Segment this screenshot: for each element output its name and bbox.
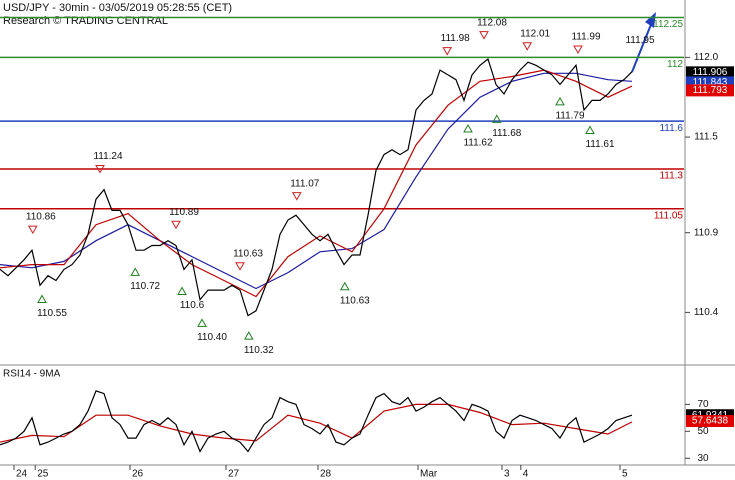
moving-average	[0, 69, 633, 298]
high-label: 112.01	[520, 28, 550, 39]
high-label: 111.24	[93, 151, 123, 162]
target-label: 111.95	[625, 35, 655, 46]
x-tick-label: 27	[228, 469, 240, 480]
x-tick-label: 4	[523, 469, 529, 480]
price-box-label: 111.843	[693, 77, 728, 88]
moving-average	[0, 72, 633, 290]
forecast-arrow	[631, 21, 653, 73]
low-label: 110.32	[244, 345, 274, 356]
rsi-box-label: 57.6438	[692, 416, 729, 427]
high-label: 110.86	[26, 212, 56, 223]
rsi-tick-label: 50	[697, 426, 709, 437]
y-tick-label: 110.9	[694, 227, 719, 238]
rsi-title: RSI14 - 9MA	[3, 369, 61, 380]
price-box-label: 111.906	[693, 67, 728, 78]
low-marker	[37, 294, 47, 303]
low-label: 110.55	[37, 308, 67, 319]
chart-subtitle: Research © TRADING CENTRAL	[3, 15, 168, 27]
high-marker	[522, 42, 533, 51]
x-tick-label: 25	[37, 469, 49, 480]
price-box	[686, 66, 734, 79]
low-label: 110.40	[197, 332, 227, 343]
high-label: 111.99	[571, 32, 601, 43]
x-tick-label: 24	[16, 469, 28, 480]
x-tick-label: 28	[320, 469, 332, 480]
y-tick-label: 111.5	[694, 132, 718, 143]
high-marker	[95, 165, 105, 174]
x-tick-label: 3	[504, 469, 510, 480]
level-label: 112.25	[653, 19, 683, 30]
low-marker	[555, 96, 565, 106]
high-label: 110.63	[233, 248, 263, 259]
low-marker	[585, 125, 595, 135]
y-tick-label: 110.4	[694, 307, 719, 318]
high-label: 111.07	[290, 178, 320, 189]
low-label: 111.79	[555, 110, 585, 121]
price-line	[0, 57, 633, 317]
low-marker	[339, 281, 350, 291]
high-marker	[27, 225, 38, 235]
price-box-label: 111.793	[693, 85, 728, 96]
x-tick-label: 26	[132, 469, 144, 480]
high-marker	[479, 31, 489, 40]
level-label: 111.3	[659, 171, 683, 182]
rsi-box	[686, 415, 734, 428]
x-tick-label: 5	[622, 469, 628, 480]
level-label: 111.05	[654, 210, 684, 221]
low-marker	[197, 318, 207, 327]
high-marker	[573, 45, 583, 54]
low-label: 111.61	[585, 139, 615, 150]
low-label: 111.62	[463, 138, 493, 149]
rsi-tick-label: 70	[697, 399, 709, 410]
rsi-tick-label: 30	[697, 453, 709, 464]
low-marker	[130, 267, 141, 276]
low-marker	[177, 286, 187, 296]
high-marker	[235, 262, 245, 271]
low-marker	[243, 331, 254, 340]
y-tick-label: 112.0	[694, 52, 719, 63]
low-label: 110.63	[340, 295, 370, 306]
level-label: 112	[667, 59, 683, 70]
low-label: 111.68	[492, 128, 522, 139]
forecast-arrowhead	[645, 12, 656, 28]
high-marker	[442, 47, 453, 56]
low-label: 110.6	[180, 300, 205, 311]
low-label: 110.72	[130, 281, 160, 292]
price-box	[686, 84, 734, 97]
chart-title: USD/JPY - 30min - 03/05/2019 05:28:55 (C…	[3, 2, 232, 14]
rsi-line	[0, 390, 633, 453]
rsi-ma	[0, 403, 633, 443]
high-label: 111.98	[441, 33, 471, 44]
high-label: 112.08	[477, 17, 507, 28]
high-marker	[171, 220, 181, 230]
high-marker	[291, 192, 302, 201]
low-marker	[463, 123, 473, 133]
x-tick-label: Mar	[420, 469, 438, 480]
low-marker	[491, 114, 502, 123]
level-label: 111.6	[659, 123, 683, 134]
high-label: 110.89	[169, 207, 199, 218]
